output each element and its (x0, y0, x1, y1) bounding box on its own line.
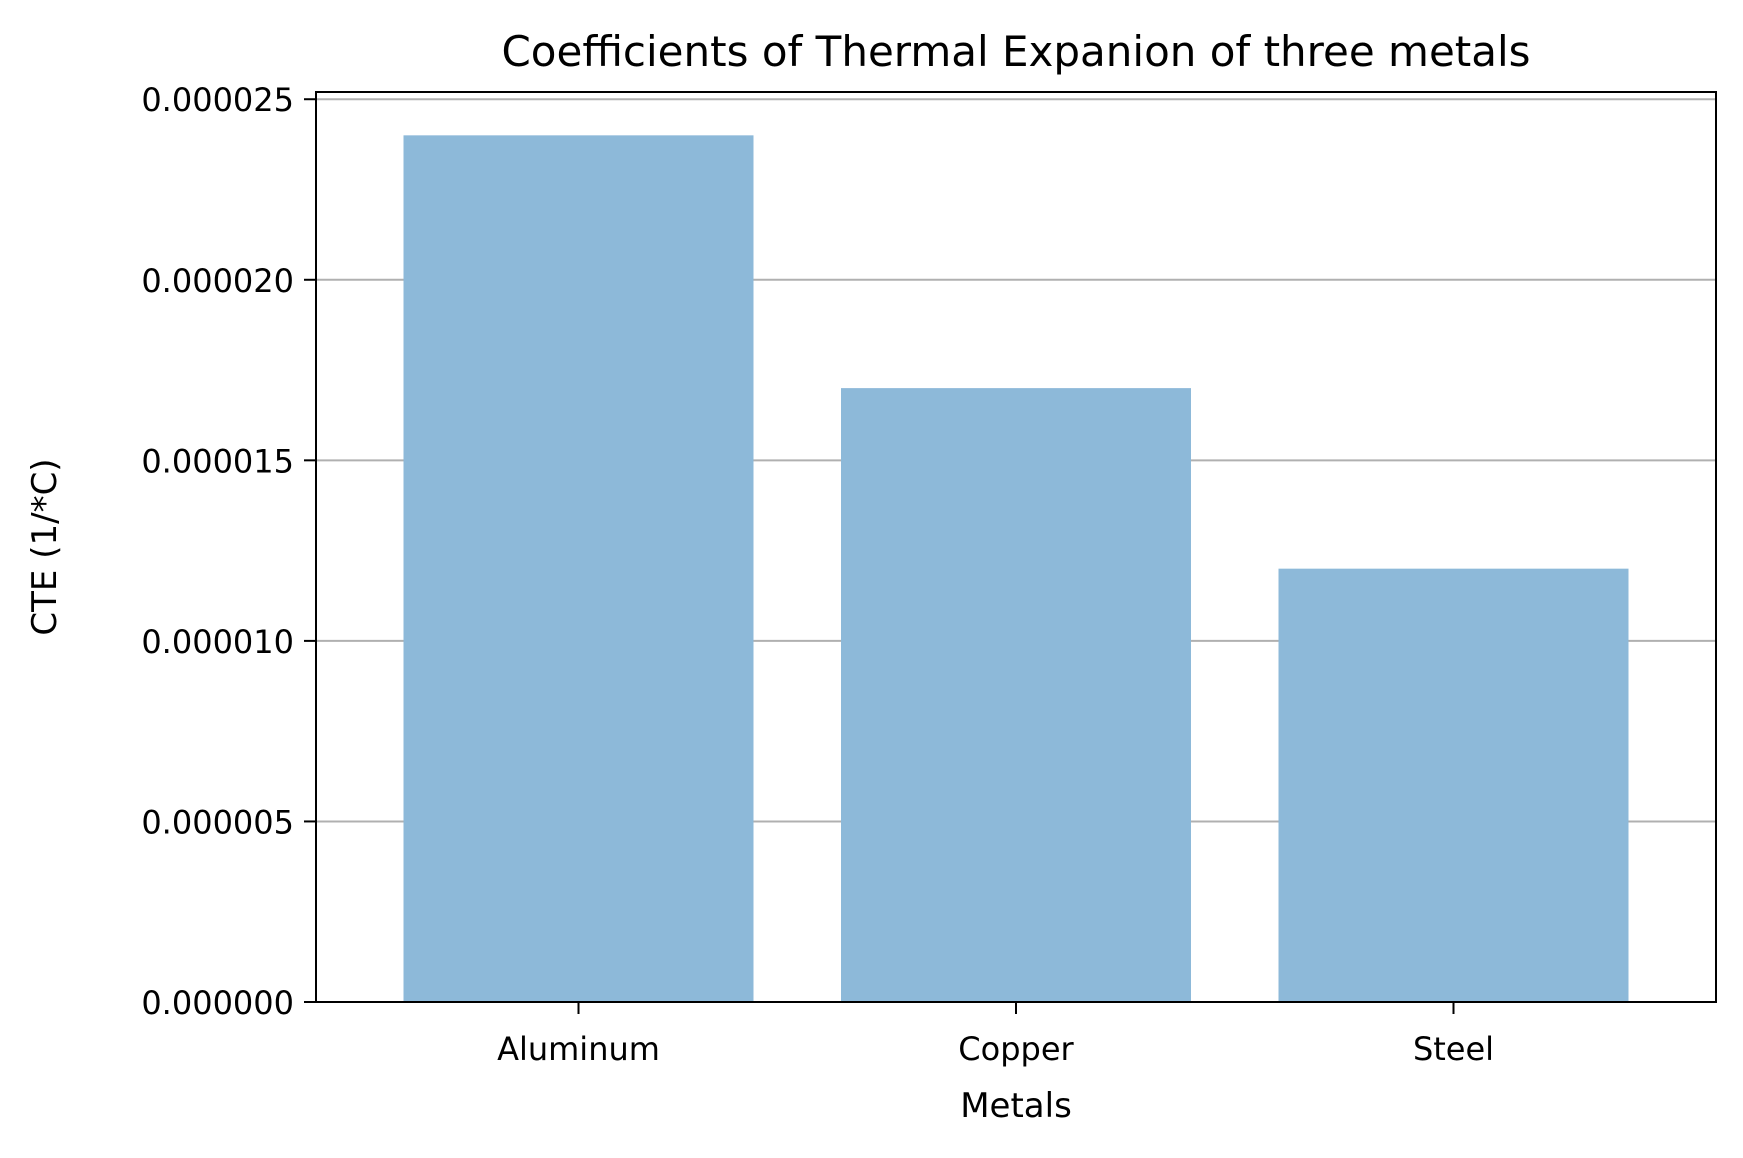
x-axis-ticks: Aluminum Copper Steel (497, 1002, 1494, 1068)
x-tick-label: Aluminum (497, 1030, 660, 1068)
x-tick-label: Steel (1413, 1030, 1494, 1068)
y-tick-label: 0.000005 (141, 803, 294, 841)
y-tick-label: 0.000020 (141, 262, 294, 300)
chart-title: Coefficients of Thermal Expanion of thre… (501, 27, 1530, 76)
bar-aluminum (403, 135, 754, 1003)
y-tick-label: 0.000025 (141, 81, 294, 119)
x-tick-label: Copper (958, 1030, 1074, 1068)
bar-steel (1278, 568, 1629, 1002)
y-tick-label: 0.000010 (141, 623, 294, 661)
y-axis-ticks: 0.000000 0.000005 0.000010 0.000015 0.000020… (141, 81, 316, 1022)
bars (403, 135, 1629, 1003)
y-tick-label: 0.000000 (141, 984, 294, 1022)
y-tick-label: 0.000015 (141, 442, 294, 480)
x-axis-label: Metals (960, 1086, 1072, 1126)
y-axis-label: CTE (1/*C) (25, 458, 65, 635)
bar-copper (841, 388, 1191, 1003)
